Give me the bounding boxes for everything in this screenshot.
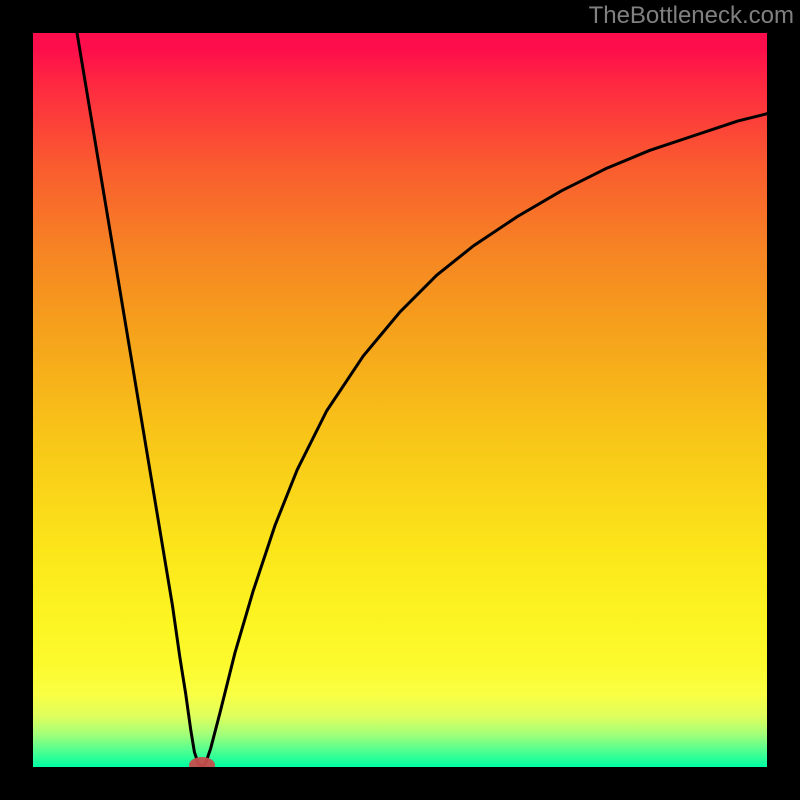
optimal-point-marker bbox=[189, 757, 215, 767]
watermark-text: TheBottleneck.com bbox=[589, 0, 800, 30]
chart-container: TheBottleneck.com bbox=[0, 0, 800, 800]
plot-area bbox=[33, 33, 767, 767]
curve-layer bbox=[33, 33, 767, 767]
bottleneck-curve bbox=[77, 33, 767, 767]
